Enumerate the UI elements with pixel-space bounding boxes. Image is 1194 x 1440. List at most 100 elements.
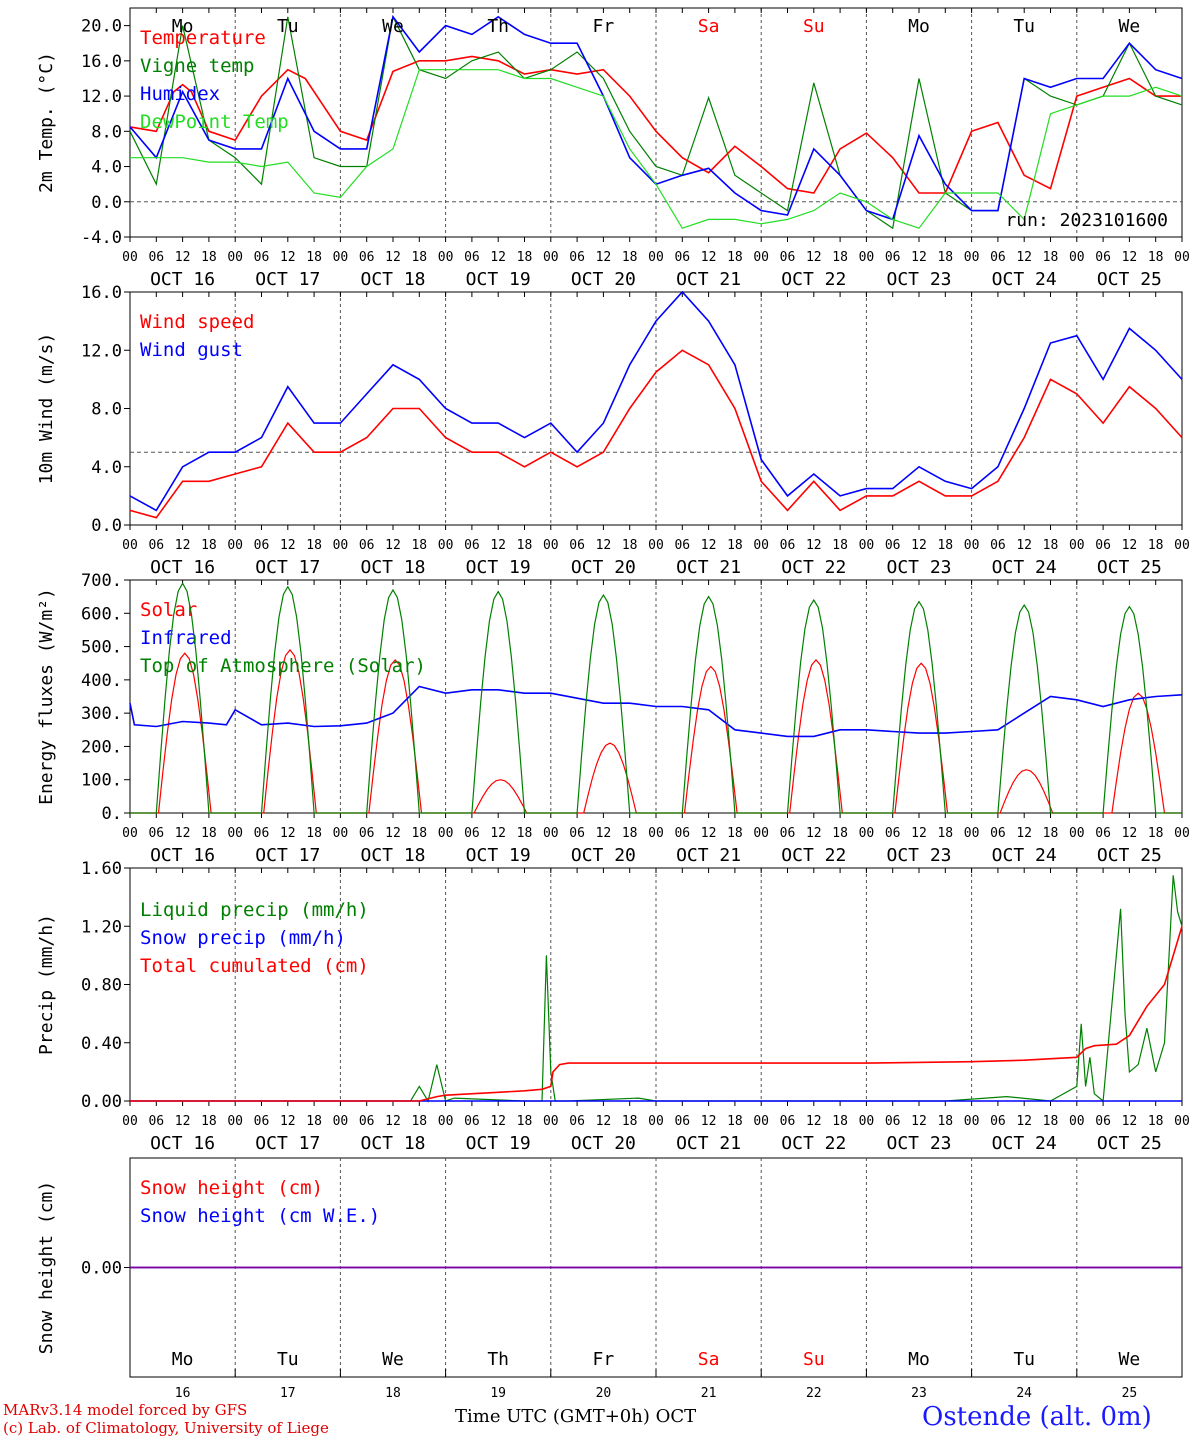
weekday-bottom-7: Mo: [908, 1349, 930, 1370]
x-hour-label: 00: [438, 1114, 454, 1129]
x-hour-label: 06: [464, 538, 480, 553]
legend-series-humidex: Humidex: [140, 83, 220, 105]
x-hour-label: 06: [990, 538, 1006, 553]
x-day-number: 20: [596, 1386, 612, 1401]
y-tick-label: 8.0: [91, 122, 122, 142]
x-day-number: 24: [1016, 1386, 1032, 1401]
station-name: Ostende (alt. 0m): [922, 1402, 1152, 1432]
y-tick-label: -4.0: [81, 228, 122, 248]
x-hour-label: 00: [543, 250, 559, 265]
x-hour-label: 12: [596, 250, 612, 265]
x-hour-label: 06: [1095, 826, 1111, 841]
x-hour-label: 00: [648, 538, 664, 553]
x-hour-label: 00: [1069, 538, 1085, 553]
x-hour-label: 18: [201, 250, 217, 265]
x-hour-label: 12: [1016, 538, 1032, 553]
legend-series-snow-height-cm-: Snow height (cm): [140, 1177, 323, 1199]
x-hour-label: 18: [411, 538, 427, 553]
x-hour-label: 00: [964, 1114, 980, 1129]
x-hour-label: 18: [1043, 826, 1059, 841]
series-temperature: [129, 55, 1182, 194]
x-day-label: OCT 22: [781, 557, 846, 578]
x-day-label: OCT 24: [992, 1133, 1057, 1154]
x-hour-label: 06: [780, 538, 796, 553]
x-hour-label: 06: [148, 1114, 164, 1129]
x-hour-label: 00: [859, 250, 875, 265]
y-tick-label: 20.0: [81, 17, 122, 37]
x-day-label: OCT 22: [781, 1133, 846, 1154]
x-day-number: 23: [911, 1386, 927, 1401]
x-hour-label: 00: [1174, 250, 1190, 265]
x-hour-label: 06: [1095, 250, 1111, 265]
y-tick-label: 300.: [81, 704, 122, 724]
x-hour-label: 18: [622, 826, 638, 841]
weekday-top-0: Mo: [172, 16, 194, 37]
y-tick-label: 500.: [81, 638, 122, 658]
x-hour-label: 06: [254, 250, 270, 265]
x-hour-label: 18: [832, 538, 848, 553]
x-day-label: OCT 17: [255, 845, 320, 866]
x-hour-label: 00: [964, 250, 980, 265]
x-hour-label: 18: [832, 826, 848, 841]
x-hour-label: 18: [1148, 250, 1164, 265]
y-tick-label: 0.80: [81, 976, 122, 996]
x-hour-label: 12: [911, 1114, 927, 1129]
y-axis-label: Snow height (cm): [36, 1181, 57, 1354]
y-tick-label: 100.: [81, 771, 122, 791]
series-infrared: [129, 685, 1183, 738]
x-day-label: OCT 19: [466, 557, 531, 578]
x-hour-label: 12: [490, 538, 506, 553]
time-axis-label-text: Time UTC (GMT+0h): [455, 1406, 650, 1427]
x-hour-label: 00: [543, 826, 559, 841]
weekday-top-2: We: [382, 16, 404, 37]
weekday-bottom-9: We: [1119, 1349, 1141, 1370]
x-day-label: OCT 22: [781, 269, 846, 290]
x-hour-label: 06: [990, 1114, 1006, 1129]
x-hour-label: 12: [1122, 826, 1138, 841]
x-day-label: OCT 21: [676, 557, 741, 578]
x-day-label: OCT 21: [676, 845, 741, 866]
weekday-top-9: We: [1119, 16, 1141, 37]
x-day-label: OCT 18: [360, 269, 425, 290]
x-hour-label: 18: [1148, 1114, 1164, 1129]
series-wind-speed: [129, 349, 1183, 519]
x-hour-label: 12: [385, 1114, 401, 1129]
y-tick-label: 200.: [81, 737, 122, 757]
x-hour-label: 00: [648, 826, 664, 841]
x-day-number: 16: [175, 1386, 191, 1401]
x-day-label: OCT 19: [466, 269, 531, 290]
x-day-label: OCT 19: [466, 1133, 531, 1154]
x-day-number: 25: [1122, 1386, 1138, 1401]
x-hour-label: 06: [780, 250, 796, 265]
x-hour-label: 18: [1043, 538, 1059, 553]
x-hour-label: 06: [990, 250, 1006, 265]
x-hour-label: 18: [306, 538, 322, 553]
x-hour-label: 06: [569, 250, 585, 265]
x-day-label: OCT 19: [466, 845, 531, 866]
x-hour-label: 00: [1174, 826, 1190, 841]
y-tick-label: 0.0: [91, 516, 122, 536]
x-hour-label: 12: [1122, 538, 1138, 553]
x-hour-label: 06: [674, 1114, 690, 1129]
x-hour-label: 06: [990, 826, 1006, 841]
x-day-label: OCT 17: [255, 1133, 320, 1154]
month-label: OCT: [655, 1406, 697, 1427]
legend-series-snow-precip-mm-h-: Snow precip (mm/h): [140, 927, 346, 949]
y-tick-label: 8.0: [91, 400, 122, 420]
x-hour-label: 18: [201, 538, 217, 553]
x-day-label: OCT 20: [571, 557, 636, 578]
x-hour-label: 06: [674, 826, 690, 841]
x-hour-label: 06: [780, 1114, 796, 1129]
x-day-label: OCT 25: [1097, 269, 1162, 290]
x-hour-label: 12: [596, 1114, 612, 1129]
x-hour-label: 00: [964, 538, 980, 553]
weekday-bottom-3: Th: [487, 1349, 509, 1370]
weekday-top-5: Sa: [698, 16, 720, 37]
x-hour-label: 00: [1174, 538, 1190, 553]
x-hour-label: 12: [1122, 1114, 1138, 1129]
x-hour-label: 06: [885, 538, 901, 553]
y-tick-label: 1.60: [81, 859, 122, 879]
x-hour-label: 12: [701, 538, 717, 553]
x-hour-label: 18: [306, 1114, 322, 1129]
x-hour-label: 06: [1095, 538, 1111, 553]
